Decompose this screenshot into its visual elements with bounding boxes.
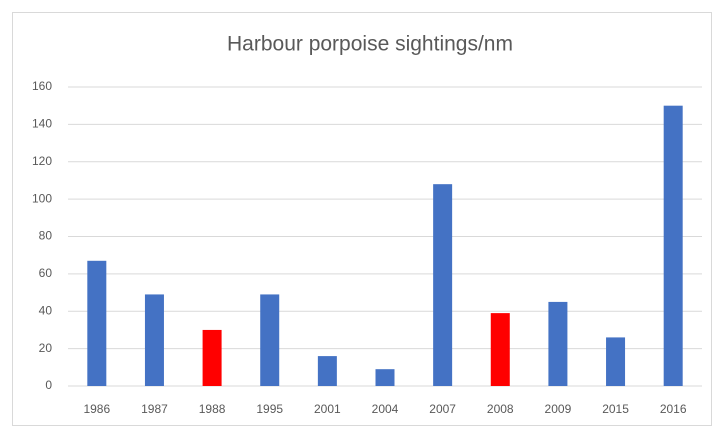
x-tick-label: 1987 [141,402,168,416]
chart-title: Harbour porpoise sightings/nm [227,33,513,56]
bar [663,105,683,386]
bar [433,184,453,386]
y-tick-label: 20 [39,341,53,355]
bar [548,301,568,386]
y-tick-label: 60 [39,266,53,280]
bar [317,356,337,386]
bar [87,260,107,386]
bar [490,313,510,386]
x-tick-label: 2008 [487,402,514,416]
y-tick-label: 0 [45,378,52,392]
bar [260,294,280,386]
bar [202,329,222,386]
x-tick-label: 1995 [256,402,283,416]
chart-frame [12,12,712,426]
y-tick-label: 120 [32,154,52,168]
y-tick-label: 160 [32,79,52,93]
y-tick-label: 100 [32,191,52,205]
bar [606,337,626,386]
x-tick-label: 2004 [372,402,399,416]
y-tick-label: 80 [39,229,53,243]
x-tick-label: 2001 [314,402,341,416]
bar [144,294,164,386]
y-tick-label: 40 [39,303,53,317]
x-tick-label: 2009 [545,402,572,416]
x-tick-label: 2015 [602,402,629,416]
x-tick-label: 2007 [429,402,456,416]
x-tick-label: 1988 [199,402,226,416]
y-tick-label: 140 [32,117,52,131]
x-tick-label: 2016 [660,402,687,416]
bar [375,369,395,386]
x-tick-label: 1986 [83,402,110,416]
